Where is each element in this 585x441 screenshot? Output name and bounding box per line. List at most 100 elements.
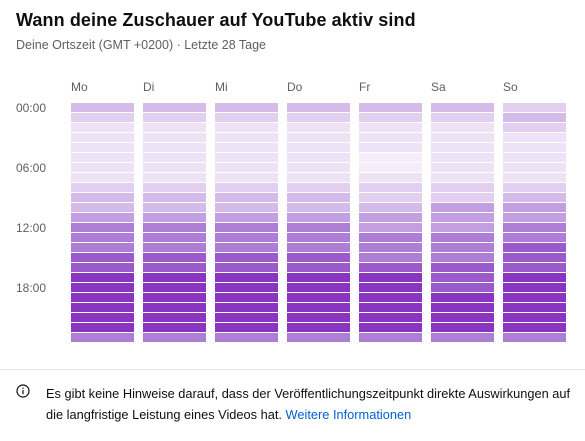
heatmap-cell[interactable] — [71, 283, 134, 292]
learn-more-link[interactable]: Weitere Informationen — [285, 407, 412, 422]
heatmap-cell[interactable] — [503, 183, 566, 192]
heatmap-cell[interactable] — [503, 253, 566, 262]
heatmap-cell[interactable] — [143, 243, 206, 252]
heatmap-cell[interactable] — [71, 143, 134, 152]
heatmap-cell[interactable] — [359, 263, 422, 272]
heatmap-cell[interactable] — [71, 323, 134, 332]
heatmap-cell[interactable] — [215, 153, 278, 162]
heatmap-cell[interactable] — [503, 193, 566, 202]
heatmap-cell[interactable] — [287, 223, 350, 232]
heatmap-cell[interactable] — [359, 203, 422, 212]
heatmap-cell[interactable] — [71, 113, 134, 122]
heatmap-cell[interactable] — [503, 153, 566, 162]
heatmap-cell[interactable] — [431, 263, 494, 272]
heatmap-cell[interactable] — [359, 193, 422, 202]
heatmap-cell[interactable] — [503, 163, 566, 172]
heatmap-cell[interactable] — [71, 273, 134, 282]
heatmap-cell[interactable] — [71, 203, 134, 212]
heatmap-cell[interactable] — [287, 313, 350, 322]
heatmap-cell[interactable] — [287, 153, 350, 162]
heatmap-cell[interactable] — [287, 163, 350, 172]
heatmap-cell[interactable] — [287, 213, 350, 222]
heatmap-cell[interactable] — [215, 173, 278, 182]
heatmap-cell[interactable] — [143, 233, 206, 242]
heatmap-cell[interactable] — [359, 303, 422, 312]
heatmap-cell[interactable] — [503, 133, 566, 142]
heatmap-cell[interactable] — [71, 303, 134, 312]
heatmap-cell[interactable] — [503, 263, 566, 272]
heatmap-cell[interactable] — [431, 153, 494, 162]
heatmap-cell[interactable] — [143, 323, 206, 332]
heatmap-cell[interactable] — [71, 313, 134, 322]
heatmap-cell[interactable] — [215, 123, 278, 132]
heatmap-cell[interactable] — [143, 193, 206, 202]
heatmap-cell[interactable] — [359, 133, 422, 142]
heatmap-cell[interactable] — [71, 223, 134, 232]
heatmap-cell[interactable] — [359, 213, 422, 222]
heatmap-cell[interactable] — [215, 253, 278, 262]
heatmap-cell[interactable] — [359, 183, 422, 192]
heatmap-cell[interactable] — [143, 333, 206, 342]
heatmap-cell[interactable] — [431, 333, 494, 342]
heatmap-cell[interactable] — [431, 193, 494, 202]
heatmap-cell[interactable] — [503, 283, 566, 292]
heatmap-cell[interactable] — [215, 273, 278, 282]
heatmap-cell[interactable] — [287, 113, 350, 122]
heatmap-cell[interactable] — [503, 333, 566, 342]
heatmap-cell[interactable] — [71, 193, 134, 202]
heatmap-cell[interactable] — [215, 103, 278, 112]
heatmap-cell[interactable] — [215, 293, 278, 302]
heatmap-cell[interactable] — [503, 273, 566, 282]
heatmap-cell[interactable] — [359, 283, 422, 292]
heatmap-cell[interactable] — [431, 123, 494, 132]
heatmap-cell[interactable] — [71, 293, 134, 302]
heatmap-cell[interactable] — [503, 313, 566, 322]
heatmap-cell[interactable] — [71, 253, 134, 262]
heatmap-cell[interactable] — [287, 103, 350, 112]
heatmap-cell[interactable] — [143, 283, 206, 292]
heatmap-cell[interactable] — [143, 273, 206, 282]
heatmap-cell[interactable] — [215, 313, 278, 322]
heatmap-cell[interactable] — [215, 183, 278, 192]
heatmap-cell[interactable] — [215, 323, 278, 332]
heatmap-cell[interactable] — [359, 223, 422, 232]
heatmap-cell[interactable] — [71, 133, 134, 142]
heatmap-cell[interactable] — [431, 283, 494, 292]
heatmap-cell[interactable] — [287, 293, 350, 302]
heatmap-cell[interactable] — [287, 273, 350, 282]
heatmap-cell[interactable] — [143, 313, 206, 322]
heatmap-cell[interactable] — [359, 103, 422, 112]
heatmap-cell[interactable] — [359, 243, 422, 252]
heatmap-cell[interactable] — [431, 243, 494, 252]
heatmap-cell[interactable] — [359, 163, 422, 172]
heatmap-cell[interactable] — [143, 143, 206, 152]
heatmap-cell[interactable] — [503, 213, 566, 222]
heatmap-cell[interactable] — [143, 113, 206, 122]
heatmap-cell[interactable] — [215, 333, 278, 342]
heatmap-cell[interactable] — [71, 123, 134, 132]
heatmap-cell[interactable] — [431, 133, 494, 142]
heatmap-cell[interactable] — [143, 263, 206, 272]
heatmap-cell[interactable] — [143, 223, 206, 232]
heatmap-cell[interactable] — [359, 123, 422, 132]
heatmap-cell[interactable] — [359, 313, 422, 322]
heatmap-cell[interactable] — [431, 213, 494, 222]
heatmap-cell[interactable] — [359, 333, 422, 342]
heatmap-cell[interactable] — [215, 203, 278, 212]
heatmap-cell[interactable] — [287, 173, 350, 182]
heatmap-cell[interactable] — [215, 283, 278, 292]
heatmap-cell[interactable] — [143, 173, 206, 182]
heatmap-cell[interactable] — [359, 153, 422, 162]
heatmap-cell[interactable] — [215, 233, 278, 242]
heatmap-cell[interactable] — [287, 253, 350, 262]
heatmap-cell[interactable] — [71, 153, 134, 162]
heatmap-cell[interactable] — [431, 223, 494, 232]
heatmap-cell[interactable] — [503, 293, 566, 302]
heatmap-cell[interactable] — [431, 313, 494, 322]
heatmap-cell[interactable] — [215, 303, 278, 312]
heatmap-cell[interactable] — [287, 203, 350, 212]
heatmap-cell[interactable] — [359, 173, 422, 182]
heatmap-cell[interactable] — [71, 163, 134, 172]
heatmap-cell[interactable] — [143, 163, 206, 172]
heatmap-cell[interactable] — [71, 243, 134, 252]
